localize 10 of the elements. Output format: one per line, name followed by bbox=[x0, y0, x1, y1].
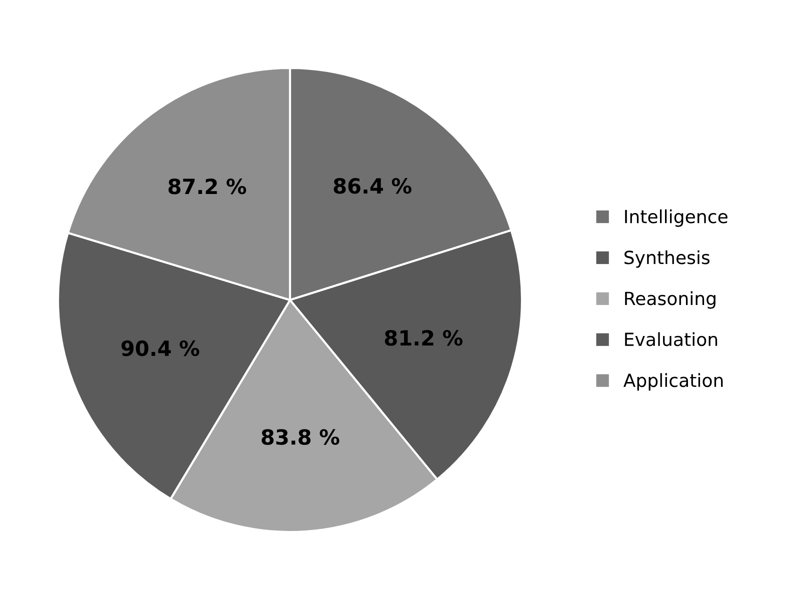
data-label: 87.2 % bbox=[168, 178, 246, 194]
legend-label: Evaluation bbox=[625, 332, 718, 346]
data-label: 90.4 % bbox=[121, 340, 200, 356]
legend-label: Reasoning bbox=[625, 291, 716, 309]
data-label: 81.2 % bbox=[384, 330, 463, 346]
legend-label: Intelligence bbox=[625, 209, 728, 227]
data-label: 83.8 % bbox=[262, 429, 340, 445]
data-label: 86.4 % bbox=[334, 178, 412, 194]
legend-label: Synthesis bbox=[624, 250, 710, 268]
legend-label: Application bbox=[623, 373, 723, 391]
